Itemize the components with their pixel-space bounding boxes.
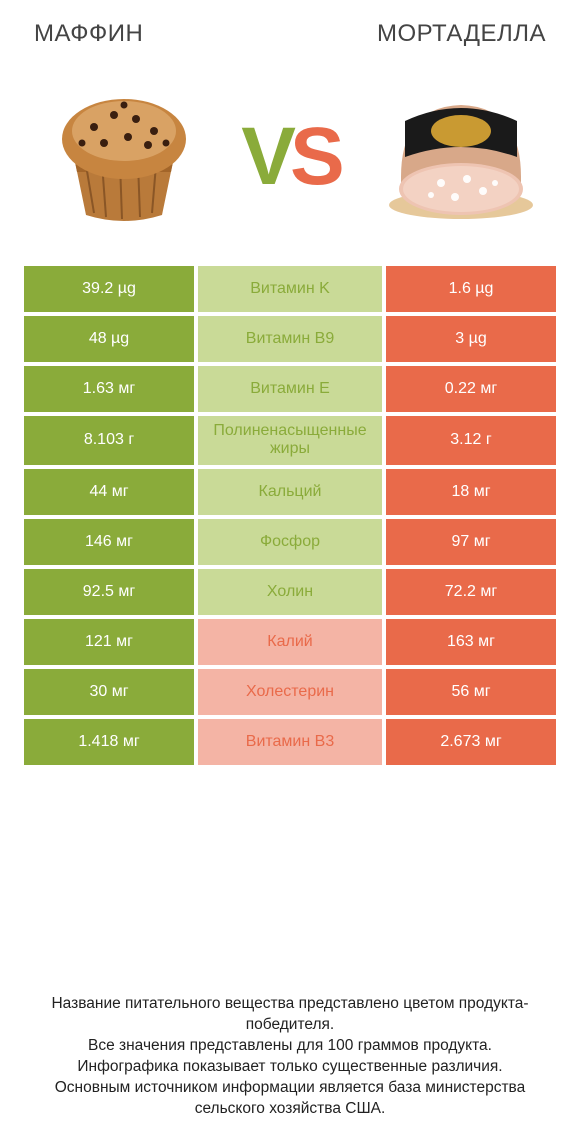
right-value: 56 мг	[386, 669, 556, 715]
right-value: 2.673 мг	[386, 719, 556, 765]
left-value: 44 мг	[24, 469, 194, 515]
right-value: 1.6 µg	[386, 266, 556, 312]
footer-line-3: Инфографика показывает только существенн…	[32, 1057, 548, 1078]
table-row: 92.5 мгХолин72.2 мг	[24, 569, 556, 615]
nutrient-name: Витамин K	[198, 266, 382, 312]
footer-line-2: Все значения представлены для 100 граммо…	[32, 1036, 548, 1057]
mortadella-image	[366, 82, 546, 232]
table-row: 146 мгФосфор97 мг	[24, 519, 556, 565]
table-row: 8.103 гПолиненасыщенные жиры3.12 г	[24, 416, 556, 465]
left-value: 92.5 мг	[24, 569, 194, 615]
right-food-title: МОРТАДЕЛЛА	[377, 20, 546, 48]
left-value: 30 мг	[24, 669, 194, 715]
nutrient-name: Холин	[198, 569, 382, 615]
table-row: 1.418 мгВитамин B32.673 мг	[24, 719, 556, 765]
left-value: 1.63 мг	[24, 366, 194, 412]
nutrient-name: Витамин E	[198, 366, 382, 412]
table-row: 48 µgВитамин B93 µg	[24, 316, 556, 362]
vs-label: VS	[241, 116, 338, 198]
right-value: 3 µg	[386, 316, 556, 362]
vs-s: S	[290, 111, 339, 202]
table-row: 30 мгХолестерин56 мг	[24, 669, 556, 715]
nutrient-name: Калий	[198, 619, 382, 665]
hero-row: VS	[24, 56, 556, 266]
vs-v: V	[241, 111, 290, 202]
footer-line-4: Основным источником информации является …	[32, 1078, 548, 1120]
footer-notes: Название питательного вещества представл…	[24, 994, 556, 1128]
nutrient-name: Холестерин	[198, 669, 382, 715]
left-value: 39.2 µg	[24, 266, 194, 312]
table-row: 1.63 мгВитамин E0.22 мг	[24, 366, 556, 412]
table-row: 39.2 µgВитамин K1.6 µg	[24, 266, 556, 312]
right-value: 3.12 г	[386, 416, 556, 465]
right-value: 18 мг	[386, 469, 556, 515]
left-food-title: МАФФИН	[34, 20, 143, 48]
left-value: 121 мг	[24, 619, 194, 665]
right-value: 72.2 мг	[386, 569, 556, 615]
left-value: 8.103 г	[24, 416, 194, 465]
nutrient-name: Витамин B9	[198, 316, 382, 362]
left-value: 1.418 мг	[24, 719, 194, 765]
table-row: 121 мгКалий163 мг	[24, 619, 556, 665]
table-row: 44 мгКальций18 мг	[24, 469, 556, 515]
footer-line-1: Название питательного вещества представл…	[32, 994, 548, 1036]
left-value: 146 мг	[24, 519, 194, 565]
muffin-image	[34, 82, 214, 232]
comparison-table: 39.2 µgВитамин K1.6 µg48 µgВитамин B93 µ…	[24, 266, 556, 765]
nutrient-name: Кальций	[198, 469, 382, 515]
right-value: 97 мг	[386, 519, 556, 565]
right-value: 163 мг	[386, 619, 556, 665]
nutrient-name: Фосфор	[198, 519, 382, 565]
nutrient-name: Витамин B3	[198, 719, 382, 765]
right-value: 0.22 мг	[386, 366, 556, 412]
nutrient-name: Полиненасыщенные жиры	[198, 416, 382, 465]
header: МАФФИН МОРТАДЕЛЛА	[24, 20, 556, 56]
left-value: 48 µg	[24, 316, 194, 362]
